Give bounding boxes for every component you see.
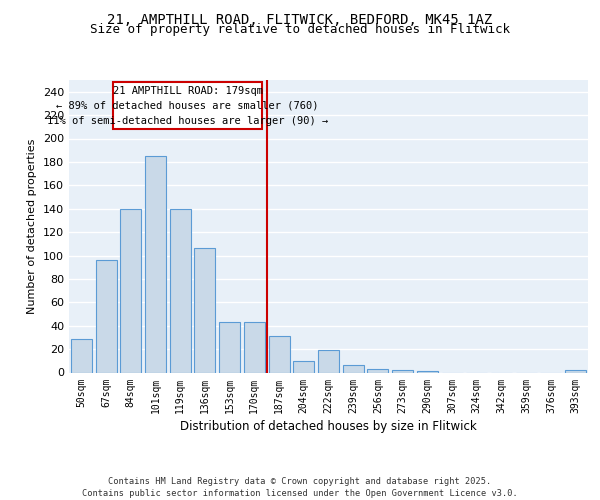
Bar [367, 369, 388, 372]
Text: Size of property relative to detached houses in Flitwick: Size of property relative to detached ho… [90, 24, 510, 36]
Bar [318, 350, 339, 372]
Bar [269, 336, 290, 372]
Bar [244, 322, 265, 372]
Text: Contains HM Land Registry data © Crown copyright and database right 2025.
Contai: Contains HM Land Registry data © Crown c… [82, 476, 518, 498]
Bar [170, 208, 191, 372]
Bar [194, 248, 215, 372]
Bar [343, 366, 364, 372]
Bar [392, 370, 413, 372]
Text: 21, AMPTHILL ROAD, FLITWICK, BEDFORD, MK45 1AZ: 21, AMPTHILL ROAD, FLITWICK, BEDFORD, MK… [107, 12, 493, 26]
Bar [219, 322, 240, 372]
Bar [293, 361, 314, 372]
FancyBboxPatch shape [113, 82, 262, 129]
Bar [95, 260, 116, 372]
Bar [120, 208, 141, 372]
Y-axis label: Number of detached properties: Number of detached properties [28, 138, 37, 314]
Text: 21 AMPTHILL ROAD: 179sqm
← 89% of detached houses are smaller (760)
11% of semi-: 21 AMPTHILL ROAD: 179sqm ← 89% of detach… [47, 86, 328, 126]
X-axis label: Distribution of detached houses by size in Flitwick: Distribution of detached houses by size … [180, 420, 477, 432]
Bar [71, 338, 92, 372]
Bar [145, 156, 166, 372]
Bar [565, 370, 586, 372]
